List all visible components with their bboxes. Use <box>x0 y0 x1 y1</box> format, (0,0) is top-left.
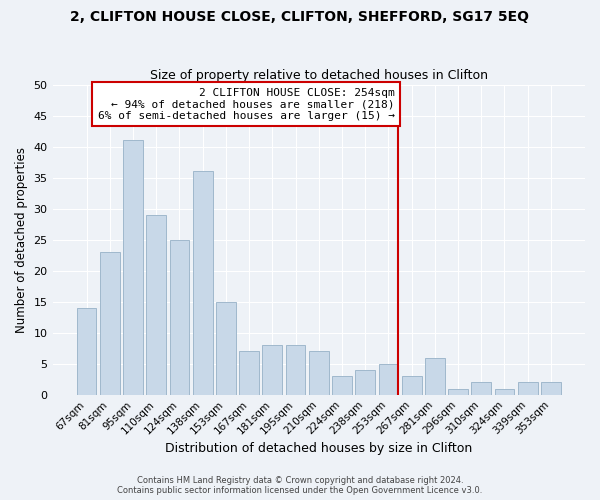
Bar <box>146 215 166 394</box>
Text: 2 CLIFTON HOUSE CLOSE: 254sqm
← 94% of detached houses are smaller (218)
6% of s: 2 CLIFTON HOUSE CLOSE: 254sqm ← 94% of d… <box>98 88 395 121</box>
Bar <box>309 352 329 395</box>
Title: Size of property relative to detached houses in Clifton: Size of property relative to detached ho… <box>150 69 488 82</box>
Bar <box>216 302 236 394</box>
Bar <box>332 376 352 394</box>
Bar <box>541 382 561 394</box>
Bar <box>355 370 375 394</box>
Bar <box>379 364 398 394</box>
Text: Contains HM Land Registry data © Crown copyright and database right 2024.
Contai: Contains HM Land Registry data © Crown c… <box>118 476 482 495</box>
Bar <box>262 345 282 395</box>
Bar <box>448 388 468 394</box>
Bar <box>239 352 259 395</box>
Y-axis label: Number of detached properties: Number of detached properties <box>15 146 28 332</box>
Bar <box>472 382 491 394</box>
Text: 2, CLIFTON HOUSE CLOSE, CLIFTON, SHEFFORD, SG17 5EQ: 2, CLIFTON HOUSE CLOSE, CLIFTON, SHEFFOR… <box>71 10 530 24</box>
Bar <box>518 382 538 394</box>
Bar <box>286 345 305 395</box>
Bar <box>100 252 119 394</box>
Bar <box>77 308 97 394</box>
Bar <box>170 240 190 394</box>
Bar <box>123 140 143 394</box>
Bar <box>425 358 445 395</box>
Bar <box>193 172 212 394</box>
X-axis label: Distribution of detached houses by size in Clifton: Distribution of detached houses by size … <box>165 442 472 455</box>
Bar <box>494 388 514 394</box>
Bar <box>402 376 422 394</box>
